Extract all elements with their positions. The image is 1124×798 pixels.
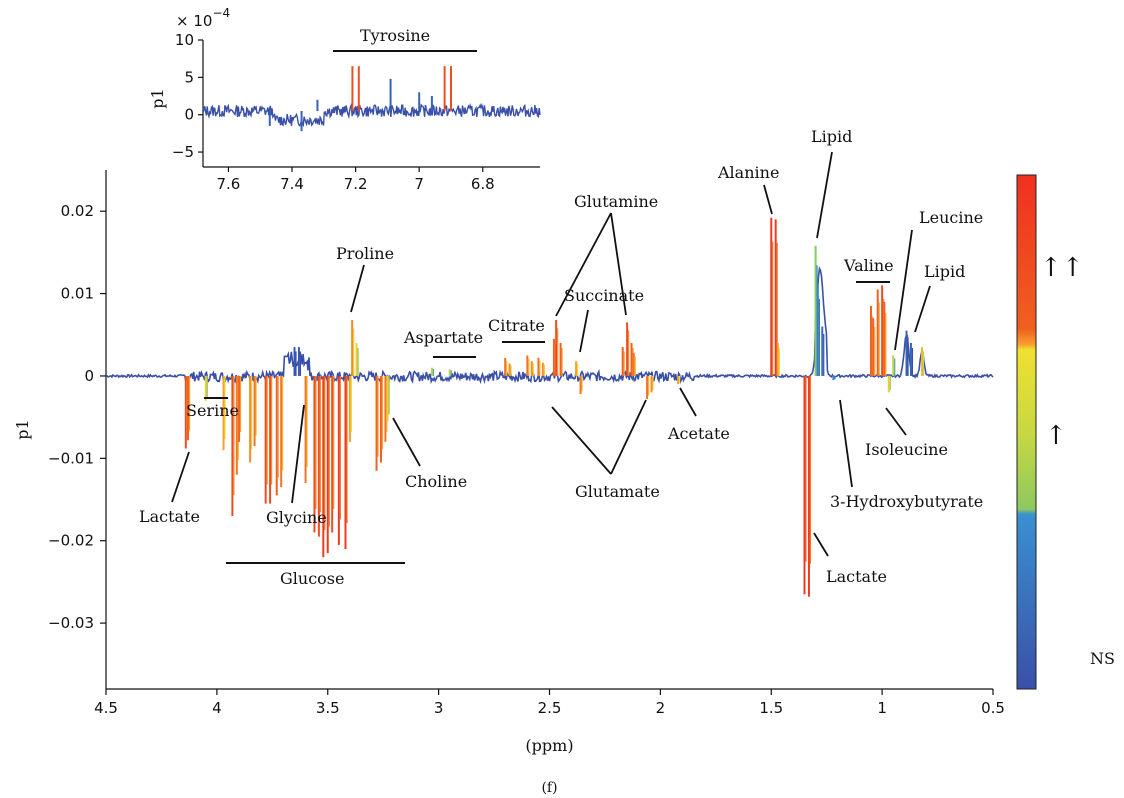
annotation-glutamine: Glutamine <box>574 192 658 211</box>
color-scale-label-ns: NS <box>1090 649 1115 668</box>
main-y-ticks: 0.02 0.01 0 −0.01 −0.02 −0.03 <box>48 202 106 632</box>
main-x-tick-label: 2 <box>656 699 666 717</box>
main-y-tick-label: 0.02 <box>61 202 94 220</box>
annotation-alanine: Alanine <box>717 163 779 182</box>
metabolite-annotations: Lactate Serine Glycine Glucose Proline C… <box>139 127 983 588</box>
annotation-citrate: Citrate <box>488 316 545 335</box>
leader-leucine <box>894 229 913 351</box>
leader-glutamine-b <box>610 212 627 316</box>
leader-alanine <box>763 184 773 215</box>
inset-x-tick-label: 6.8 <box>471 175 495 193</box>
annotation-leucine: Leucine <box>919 208 983 227</box>
annotation-glycine: Glycine <box>266 508 327 527</box>
leader-choline <box>392 417 421 467</box>
annotation-lactate-1: Lactate <box>139 507 200 526</box>
leader-acetate <box>679 387 697 417</box>
leader-glutamate-b <box>610 399 647 475</box>
annotation-isoleucine: Isoleucine <box>865 440 948 459</box>
inset-x-ticks: 7.6 7.4 7.2 7 6.8 <box>217 167 495 193</box>
color-scale-label-high: ↑↑ <box>1040 253 1084 283</box>
leader-3-hydroxybutyrate <box>839 399 853 488</box>
inset-y-tick-label: −5 <box>172 143 194 161</box>
annotation-lipid-2: Lipid <box>924 262 965 281</box>
color-scale-label-mid: ↑ <box>1045 421 1067 451</box>
main-y-tick-label: 0.01 <box>61 285 94 303</box>
inset-x-tick-label: 7.6 <box>217 175 241 193</box>
figure-caption: (f) <box>541 780 557 796</box>
leader-lipid-1 <box>816 151 833 239</box>
leader-isoleucine <box>885 407 907 436</box>
inset-axes <box>202 40 540 168</box>
inset-title-tyrosine: Tyrosine <box>360 26 430 45</box>
main-y-tick-label: −0.01 <box>48 449 94 467</box>
inset-y-axis-label: p1 <box>148 88 167 108</box>
main-y-tick-label: −0.03 <box>48 614 94 632</box>
main-x-tick-label: 1 <box>877 699 887 717</box>
annotation-valine: Valine <box>843 256 894 275</box>
main-y-tick-label: −0.02 <box>48 532 94 550</box>
main-spectrum-baseline <box>105 266 994 385</box>
main-x-tick-label: 3 <box>434 699 444 717</box>
annotation-proline: Proline <box>336 244 394 263</box>
leader-lactate-1 <box>171 451 190 503</box>
leader-succinate <box>579 309 589 353</box>
inset-x-tick-label: 7.4 <box>280 175 304 193</box>
leader-proline <box>350 264 365 313</box>
annotation-3-hydroxybutyrate: 3-Hydroxybutyrate <box>830 492 983 511</box>
annotation-choline: Choline <box>405 472 467 491</box>
leader-glutamine-a <box>555 212 612 317</box>
annotation-serine: Serine <box>186 401 239 420</box>
leader-lactate-2 <box>813 532 829 557</box>
main-spectrum-trace <box>105 217 994 597</box>
inset-x-tick-label: 7.2 <box>344 175 368 193</box>
main-x-tick-label: 2.5 <box>538 699 562 717</box>
main-x-tick-label: 3.5 <box>316 699 340 717</box>
main-y-tick-label: 0 <box>84 367 94 385</box>
annotation-succinate: Succinate <box>564 286 644 305</box>
main-x-tick-label: 0.5 <box>981 699 1005 717</box>
inset-spectrum-trace <box>202 66 541 132</box>
main-x-tick-label: 4 <box>212 699 222 717</box>
annotation-leader-lines <box>171 151 931 564</box>
main-x-tick-label: 1.5 <box>759 699 783 717</box>
color-scale-bar <box>1016 174 1037 690</box>
leader-glutamate-a <box>551 406 612 475</box>
annotation-glutamate: Glutamate <box>575 482 660 501</box>
inset-y-tick-label: 5 <box>184 68 194 86</box>
inset-y-ticks: 10 5 0 −5 <box>172 31 203 161</box>
main-x-ticks: 4.5 4 3.5 3 2.5 2 1.5 1 0.5 <box>94 689 1005 717</box>
main-y-axis-label: p1 <box>13 419 32 439</box>
annotation-acetate: Acetate <box>667 424 730 443</box>
annotation-lactate-2: Lactate <box>826 567 887 586</box>
leader-glycine <box>291 404 305 504</box>
annotation-glucose: Glucose <box>280 569 344 588</box>
main-x-axis-label: (ppm) <box>525 736 573 755</box>
inset-y-tick-label: 10 <box>175 31 194 49</box>
main-x-tick-label: 4.5 <box>94 699 118 717</box>
inset-x-tick-label: 7 <box>414 175 424 193</box>
leader-lipid-2 <box>914 285 931 333</box>
inset-y-tick-label: 0 <box>184 106 194 124</box>
annotation-aspartate: Aspartate <box>403 328 483 347</box>
annotation-lipid-1: Lipid <box>811 127 852 146</box>
inset-spectrum-baseline <box>202 102 541 128</box>
inset-y-scale-label: × 10−4 <box>176 6 230 30</box>
